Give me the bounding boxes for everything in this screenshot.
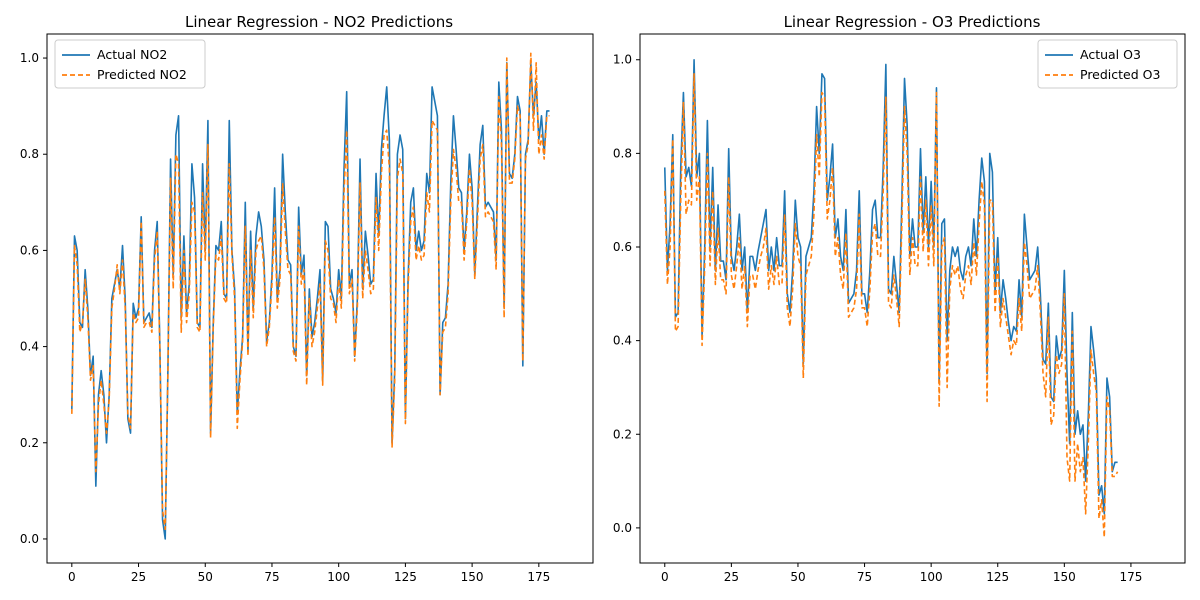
no2-x-tick-label: 0	[68, 570, 76, 584]
no2-x-tick-label: 50	[198, 570, 213, 584]
no2-x-tick-label: 75	[264, 570, 279, 584]
no2-x-tick-label: 150	[461, 570, 484, 584]
o3-x-tick-label: 0	[661, 570, 669, 584]
o3-y-tick-label: 0.8	[613, 146, 632, 160]
no2-x-tick-label: 125	[394, 570, 417, 584]
no2-chart-title: Linear Regression - NO2 Predictions	[185, 13, 453, 31]
o3-x-tick-label: 100	[920, 570, 943, 584]
o3-x-tick-label: 175	[1119, 570, 1142, 584]
no2-y-tick-label: 0.2	[20, 436, 39, 450]
o3-legend-predicted-label: Predicted O3	[1080, 67, 1160, 82]
no2-legend-box	[54, 39, 206, 89]
no2-plot-area: 0 25 50 75 100 125 150 175 0.0 0.2 0.4 0.6 0.8 1.0	[20, 33, 594, 584]
no2-x-tick-label: 100	[327, 570, 350, 584]
no2-legend: Actual NO2 Predicted NO2	[54, 39, 206, 89]
o3-chart: Linear Regression - O3 Predictions 0 25 50…	[613, 13, 1186, 584]
o3-y-tick-label: 0.4	[613, 334, 632, 348]
o3-legend: Actual O3 Predicted O3	[1037, 39, 1178, 89]
o3-y-tick-label: 0.6	[613, 240, 632, 254]
o3-plot-area: 0 25 50 75 100 125 150 175 0.0 0.2 0.4 0.6 0.8 1.0	[613, 33, 1186, 584]
no2-series-predicted-line	[71, 52, 550, 531]
o3-y-tick-label: 1.0	[613, 53, 632, 67]
o3-y-tick-label: 0.0	[613, 521, 632, 535]
o3-chart-title: Linear Regression - O3 Predictions	[784, 13, 1041, 31]
no2-y-tick-label: 0.4	[20, 340, 39, 354]
o3-x-tick-label: 150	[1053, 570, 1076, 584]
no2-y-tick-label: 0.0	[20, 532, 39, 546]
o3-y-tick-label: 0.2	[613, 427, 632, 441]
no2-y-tick-label: 0.8	[20, 147, 39, 161]
no2-axes-frame	[46, 33, 594, 564]
o3-axes-frame	[639, 33, 1186, 564]
no2-x-tick-label: 175	[527, 570, 550, 584]
o3-x-tick-label: 25	[724, 570, 739, 584]
no2-chart: Linear Regression - NO2 Predictions 0 25 5…	[20, 13, 594, 584]
o3-x-tick-label: 125	[986, 570, 1009, 584]
no2-y-tick-label: 0.6	[20, 243, 39, 257]
no2-legend-actual-label: Actual NO2	[97, 47, 167, 62]
o3-legend-box	[1037, 39, 1178, 89]
no2-y-tick-label: 1.0	[20, 51, 39, 65]
o3-legend-actual-label: Actual O3	[1080, 47, 1141, 62]
o3-series-predicted-line	[663, 72, 1119, 539]
o3-x-tick-label: 50	[790, 570, 805, 584]
no2-x-tick-label: 25	[131, 570, 146, 584]
o3-x-tick-label: 75	[857, 570, 872, 584]
no2-legend-predicted-label: Predicted NO2	[97, 67, 187, 82]
